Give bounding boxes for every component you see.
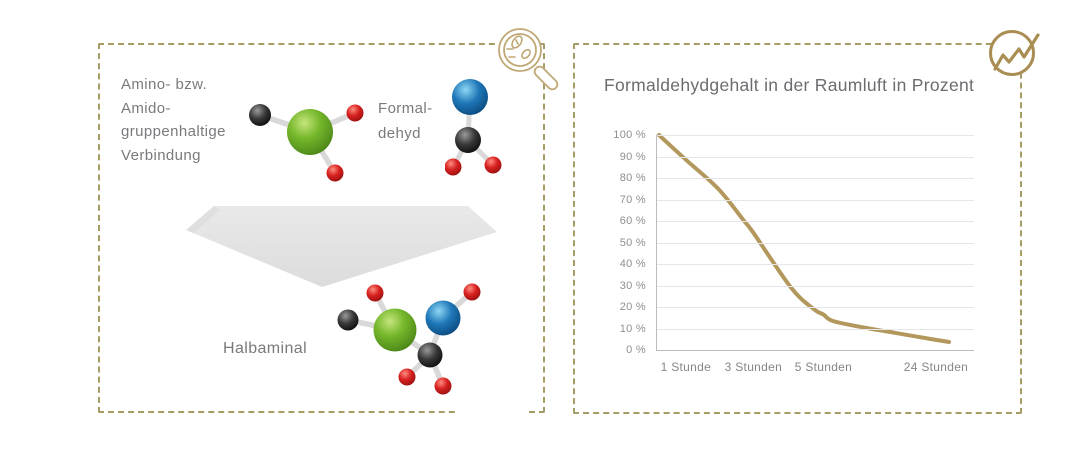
- gridline: [657, 242, 974, 244]
- y-axis-tick-label: 50 %: [619, 236, 646, 249]
- y-axis-tick-label: 20 %: [619, 301, 646, 313]
- gridline: [657, 156, 974, 158]
- x-axis-tick-label: 3 Stunden: [724, 360, 783, 374]
- gridline: [657, 199, 974, 201]
- gridline: [657, 135, 974, 136]
- gridline: [657, 307, 974, 308]
- y-axis-tick-label: 0 %: [626, 344, 646, 356]
- y-axis-tick-label: 70 %: [619, 193, 646, 206]
- x-axis-tick-label: 1 Stunde: [660, 360, 712, 374]
- x-axis-tick-label: 5 Stunden: [794, 360, 853, 374]
- y-axis-tick-label: 60 %: [619, 215, 646, 227]
- y-axis-tick-label: 10 %: [619, 322, 646, 335]
- y-axis-tick-label: 40 %: [619, 258, 646, 270]
- amino-compound-molecule-image: [249, 104, 364, 182]
- trending-line-chart-icon: [989, 30, 1040, 76]
- image-overlap-mask: [457, 405, 528, 416]
- x-axis-tick-label: 24 Stunden: [903, 360, 969, 374]
- gridline: [657, 221, 974, 222]
- gridline: [657, 178, 974, 179]
- reactant-label: Amino- bzw. Amido- gruppenhaltige Verbin…: [121, 76, 226, 164]
- y-axis-tick-label: 30 %: [619, 279, 646, 292]
- formaldehyde-label: Formal- dehyd: [378, 100, 433, 142]
- gridline: [657, 328, 974, 330]
- formaldehyde-decay-line: [656, 133, 951, 344]
- y-axis-tick-label: 90 %: [619, 150, 646, 163]
- reaction-diagram-panel: [98, 43, 545, 413]
- y-axis-tick-label: 100 %: [613, 129, 646, 141]
- reaction-arrow-down: [186, 206, 497, 287]
- chart-panel: [573, 43, 1022, 414]
- gridline: [657, 264, 974, 265]
- chart-line-svg: [656, 133, 951, 344]
- chart-plot: 100 % 90 % 80 % 70 % 60 % 50 % 40 % 30 % 20 % 10 …: [613, 129, 974, 374]
- y-axis-tick-label: 80 %: [619, 172, 646, 184]
- gridline: [657, 285, 974, 287]
- product-label: Halbaminal: [223, 340, 308, 357]
- chart-title: Formaldehydgehalt in der Raumluft in Pro…: [604, 75, 975, 95]
- halbaminal-molecule-image: [337, 283, 481, 395]
- formaldehyde-molecule-image: [445, 79, 502, 176]
- magnifier-with-microbes-icon: [498, 28, 559, 91]
